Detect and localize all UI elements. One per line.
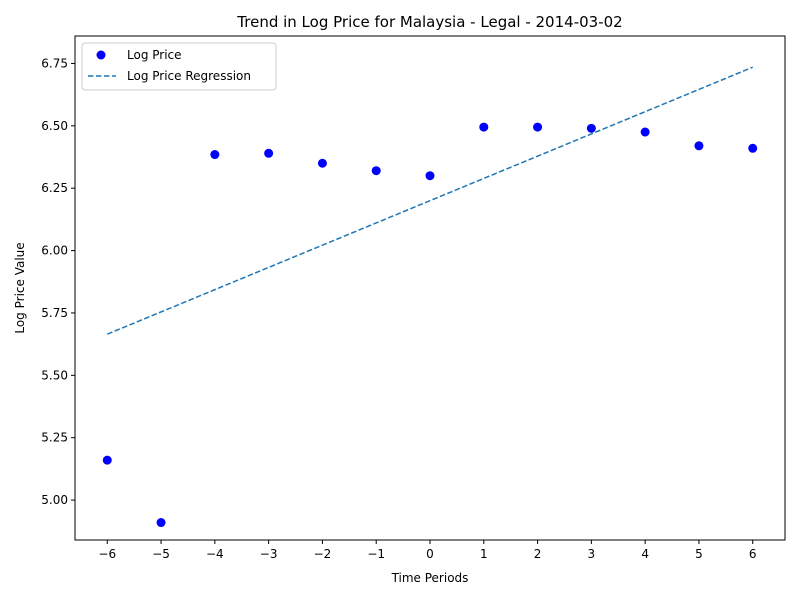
data-point (479, 122, 489, 132)
x-tick-label: −5 (152, 547, 170, 561)
x-tick-label: −6 (98, 547, 116, 561)
y-tick-label: 6.00 (41, 244, 68, 258)
y-tick-label: 6.75 (41, 56, 68, 70)
x-tick-label: 1 (480, 547, 488, 561)
legend-box (81, 42, 277, 91)
data-point (210, 150, 220, 160)
data-point (264, 148, 274, 158)
plot-area (74, 35, 786, 541)
y-tick-label: 5.00 (41, 493, 68, 507)
regression-line (106, 66, 754, 335)
x-tick-label: 0 (426, 547, 434, 561)
data-point (694, 141, 704, 151)
x-tick-label: −3 (260, 547, 278, 561)
points-layer (102, 122, 758, 528)
x-tick-label: 6 (749, 547, 757, 561)
x-axis-ticks: −6 −5 −4 −3 −2 −1 0 1 2 3 4 5 6 (98, 540, 757, 561)
x-tick-label: −1 (367, 547, 385, 561)
x-axis-label: Time Periods (391, 571, 469, 585)
y-tick-label: 5.50 (41, 368, 68, 382)
y-tick-label: 6.25 (41, 181, 68, 195)
data-point (533, 122, 543, 132)
y-axis-label: Log Price Value (13, 242, 27, 333)
y-axis-ticks: 5.00 5.25 5.50 5.75 6.00 6.25 6.50 6.75 (41, 56, 75, 507)
x-tick-label: 5 (695, 547, 703, 561)
data-point (156, 518, 166, 528)
data-point (371, 166, 381, 176)
x-tick-label: −2 (314, 547, 332, 561)
legend: Log Price Log Price Regression (81, 42, 277, 91)
y-tick-label: 6.50 (41, 119, 68, 133)
legend-marker-log-price (96, 50, 106, 60)
x-tick-label: −4 (206, 547, 224, 561)
legend-label-regression: Log Price Regression (127, 69, 251, 83)
y-tick-label: 5.75 (41, 306, 68, 320)
chart-title: Trend in Log Price for Malaysia - Legal … (236, 13, 622, 31)
data-point (425, 171, 435, 181)
regression-layer (106, 66, 754, 335)
data-point (586, 123, 596, 133)
data-point (317, 158, 327, 168)
legend-label-log-price: Log Price (127, 48, 182, 62)
data-point (748, 143, 758, 153)
data-point (102, 455, 112, 465)
x-tick-label: 2 (534, 547, 542, 561)
x-tick-label: 4 (641, 547, 649, 561)
y-tick-label: 5.25 (41, 431, 68, 445)
axes-frame (74, 35, 786, 541)
x-tick-label: 3 (588, 547, 596, 561)
data-point (640, 127, 650, 137)
